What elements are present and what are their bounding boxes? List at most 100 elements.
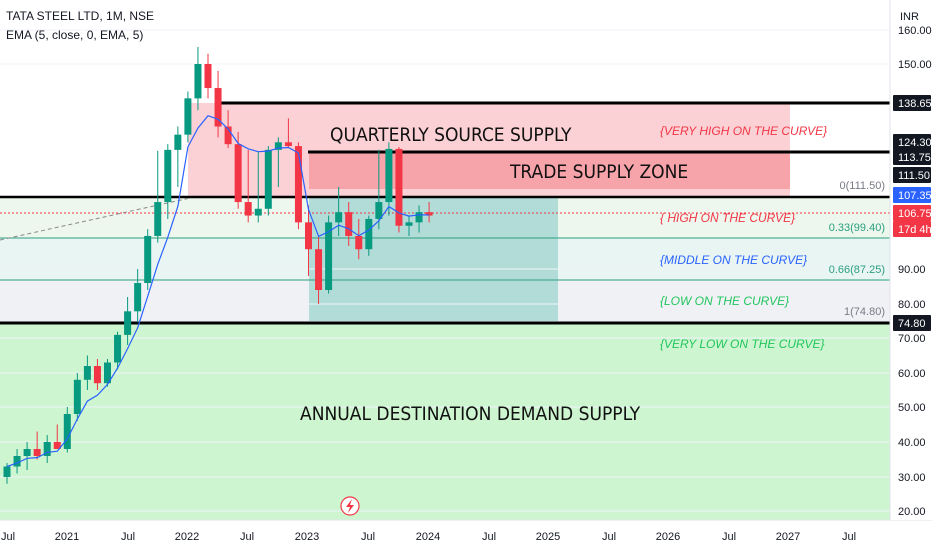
x-tick-label: 2024	[416, 531, 440, 543]
candles	[3, 47, 433, 484]
candle-body	[315, 249, 323, 290]
candle-body	[325, 222, 333, 290]
x-tick-label: Jul	[1, 531, 15, 543]
x-tick-label: 2026	[656, 531, 680, 543]
x-tick-labels: Jul 2021 Jul 2022 Jul 2023 Jul 2024 Jul 2025 Jul 20…	[1, 531, 856, 543]
y-tick-label: 60.00	[898, 368, 926, 380]
candle-body	[264, 149, 272, 209]
trade-label: TRADE SUPPLY ZONE	[509, 161, 688, 183]
candle-body	[164, 149, 172, 203]
x-tick-label: 2025	[536, 531, 560, 543]
candle-body	[214, 88, 222, 127]
very-high-label: {VERY HIGH ON THE CURVE}	[660, 124, 827, 138]
candle-body	[254, 208, 262, 216]
price-badge-l138: 138.65	[893, 95, 932, 111]
price-badges: 138.65 124.30 113.75 111.50 107.35 106.75 17d …	[893, 95, 932, 331]
low-label: {LOW ON THE CURVE}	[660, 294, 789, 308]
candle-body	[355, 235, 363, 250]
x-tick-label: Jul	[602, 531, 616, 543]
price-badge-l74: 74.80	[893, 315, 931, 331]
candle-body	[23, 449, 31, 456]
svg-text:74.80: 74.80	[898, 318, 926, 330]
symbol-title[interactable]: TATA STEEL LTD, 1M, NSE	[6, 9, 154, 23]
candle-body	[274, 142, 282, 150]
zones	[0, 103, 890, 520]
annotations: QUARTERLY SOURCE SUPPLY TRADE SUPPLY ZON…	[300, 124, 885, 425]
ema-line	[6, 114, 430, 468]
price-badge-l111: 111.50	[893, 167, 931, 183]
x-tick-label: Jul	[240, 531, 254, 543]
candle-body	[375, 202, 383, 219]
candle-body	[345, 212, 353, 236]
high-label: { HIGH ON THE CURVE}	[660, 211, 795, 225]
svg-text:113.75: 113.75	[898, 152, 931, 164]
y-tick-label: 50.00	[898, 402, 926, 414]
time-axis[interactable]	[0, 521, 932, 550]
candle-body	[194, 64, 202, 99]
candle-body	[365, 218, 373, 250]
y-tick-label: 30.00	[898, 472, 926, 484]
candle-body	[43, 442, 51, 456]
y-tick-labels: 160.00 150.00 90.00 80.00 70.00 60.00 50.00 40.…	[898, 25, 932, 518]
y-tick-label: 20.00	[898, 506, 926, 518]
candle-body	[33, 449, 41, 456]
price-axis[interactable]	[891, 0, 932, 520]
candle-body	[224, 126, 232, 145]
svg-text:106.75: 106.75	[898, 208, 932, 220]
lightning-icon[interactable]	[340, 496, 360, 516]
candle-body	[335, 212, 343, 223]
annual-label: ANNUAL DESTINATION DEMAND SUPPLY	[300, 403, 641, 425]
candle-body	[385, 148, 393, 203]
candle-body	[234, 144, 242, 203]
x-tick-label: 2022	[175, 531, 199, 543]
candle-body	[184, 98, 192, 135]
annual-demand-zone	[0, 323, 890, 520]
candle-body	[284, 142, 292, 147]
y-tick-label: 150.00	[898, 59, 932, 71]
y-tick-label: 70.00	[898, 333, 926, 345]
price-badge-l106: 106.75	[893, 205, 932, 221]
fib-label-0: 0(111.50)	[840, 180, 885, 192]
very-low-label: {VERY LOW ON THE CURVE}	[660, 337, 825, 351]
x-tick-label: Jul	[722, 531, 736, 543]
fib-label-066: 0.66(87.25)	[829, 264, 885, 276]
candle-body	[83, 366, 91, 380]
candle-body	[244, 202, 252, 216]
x-tick-label: 2027	[776, 531, 800, 543]
candle-body	[13, 456, 21, 467]
candle-body	[405, 222, 413, 226]
x-tick-label: Jul	[842, 531, 856, 543]
candle-body	[104, 362, 111, 384]
x-tick-label: 2021	[55, 531, 79, 543]
x-tick-label: Jul	[482, 531, 496, 543]
x-tick-label: Jul	[121, 531, 135, 543]
candle-body	[114, 334, 122, 363]
price-badge-l107: 107.35	[893, 187, 932, 203]
candle-body	[124, 311, 132, 335]
price-badge-l113: 113.75	[893, 149, 931, 165]
candle-body	[174, 134, 182, 150]
candle-body	[305, 222, 312, 250]
middle-label: {MIDDLE ON THE CURVE}	[660, 253, 807, 267]
indicator-legend[interactable]: EMA (5, close, 0, EMA, 5)	[6, 28, 143, 42]
fib-label-033: 0.33(99.40)	[829, 222, 885, 234]
y-tick-label: 90.00	[898, 264, 926, 276]
x-tick-label: Jul	[361, 531, 375, 543]
svg-text:17d 4h: 17d 4h	[898, 224, 932, 236]
currency-label: INR	[900, 11, 919, 23]
candle-body	[134, 283, 142, 312]
candle-body	[395, 148, 403, 226]
svg-text:138.65: 138.65	[898, 98, 932, 110]
fib-label-1: 1(74.80)	[844, 306, 885, 318]
candle-body	[294, 146, 302, 223]
candle-body	[154, 202, 162, 236]
x-tick-label: 2023	[295, 531, 319, 543]
svg-text:111.50: 111.50	[898, 170, 930, 182]
y-tick-label: 160.00	[898, 25, 932, 37]
level-lines	[0, 101, 890, 325]
candle-body	[73, 379, 81, 414]
candle-body	[144, 235, 152, 283]
candle-body	[53, 442, 61, 449]
